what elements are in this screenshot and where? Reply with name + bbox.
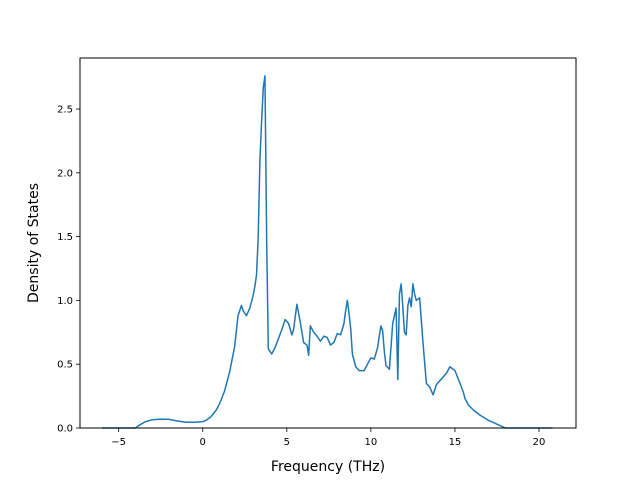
y-tick-label: 0.0 <box>57 424 73 435</box>
x-tick-label: 20 <box>533 437 546 448</box>
plot-frame <box>79 57 577 429</box>
x-tick-label: 10 <box>365 437 378 448</box>
dos-series-line-0 <box>101 75 553 429</box>
y-tick-label: 0.5 <box>57 360 73 371</box>
x-tick-label: 5 <box>284 437 290 448</box>
y-axis: 0.0 0.5 1.0 1.5 2.0 2.5 <box>57 105 80 435</box>
x-tick-label: −5 <box>111 437 126 448</box>
x-tick-label: 15 <box>449 437 462 448</box>
y-tick-label: 1.0 <box>57 296 73 307</box>
x-axis-label: Frequency (THz) <box>271 459 385 475</box>
y-axis-label: Density of States <box>26 183 42 303</box>
y-tick-label: 2.5 <box>57 105 73 116</box>
x-tick-label: 0 <box>200 437 206 448</box>
x-axis: −5 0 5 10 15 20 <box>111 428 545 448</box>
y-tick-label: 1.5 <box>57 232 73 243</box>
y-tick-label: 2.0 <box>57 168 73 179</box>
